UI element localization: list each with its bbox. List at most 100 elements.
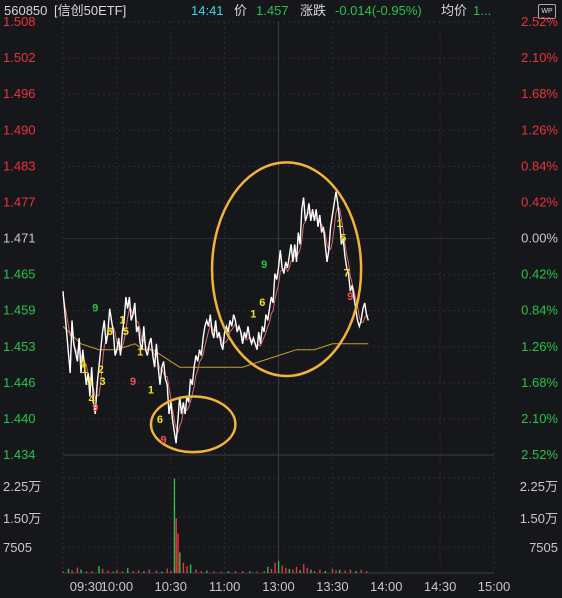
volume-bar	[80, 569, 82, 573]
annotation-circle-low	[149, 395, 237, 454]
price-tick-label: 1.434	[3, 447, 36, 462]
sequence-mark: 1	[81, 364, 87, 376]
sequence-mark: 3	[99, 376, 105, 388]
sequence-mark: 4	[80, 358, 87, 370]
avg-price-value: 1...	[473, 3, 492, 18]
volume-bar	[76, 567, 79, 573]
volume-bar	[313, 570, 316, 573]
sequence-mark: 9	[261, 259, 267, 271]
price-tick-label: 1.502	[3, 50, 36, 65]
volume-bar	[112, 571, 115, 573]
security-name: [信创50ETF]	[54, 3, 127, 18]
time-tick-label: 10:30	[154, 579, 187, 594]
volume-bar	[299, 570, 301, 573]
volume-tick-label: 1.50万	[3, 511, 41, 526]
volume-bar	[155, 570, 158, 573]
pct-tick-label: 1.26%	[521, 339, 558, 354]
volume-bar	[324, 570, 326, 573]
pct-tick-label: 0.42%	[521, 267, 558, 282]
price-label: 价	[234, 3, 248, 18]
volume-bar	[116, 569, 118, 573]
price-tick-label: 1.477	[3, 194, 36, 209]
volume-bar	[206, 570, 208, 573]
sequence-mark: 1	[336, 218, 342, 230]
volume-bar	[148, 569, 150, 573]
volume-bar	[137, 570, 140, 573]
price-tick-label: 1.465	[3, 267, 36, 282]
volume-bar	[107, 570, 109, 573]
price-tick-label: 1.471	[3, 231, 36, 246]
volume-bar	[121, 571, 124, 573]
volume-bar	[161, 571, 163, 573]
pct-tick-label: 0.84%	[521, 158, 558, 173]
volume-bar	[98, 566, 100, 573]
price-tick-label: 1.453	[3, 339, 36, 354]
volume-bar	[67, 568, 70, 573]
sequence-mark: 1	[87, 376, 93, 388]
volume-bar	[182, 562, 185, 573]
pct-tick-label: 2.10%	[521, 50, 558, 65]
volume-bar	[234, 570, 237, 573]
pct-tick-label: 1.68%	[521, 375, 558, 390]
volume-bar	[170, 570, 172, 573]
volume-bar	[62, 571, 64, 573]
volume-bar	[227, 571, 230, 573]
pct-tick-label: 0.00%	[521, 231, 558, 246]
volume-bar	[365, 570, 368, 573]
sequence-mark: 9	[161, 434, 167, 446]
sequence-mark: 5	[340, 232, 346, 244]
volume-bar	[132, 570, 134, 573]
price-tick-label: 1.446	[3, 375, 36, 390]
quote-header: 560850 [信创50ETF] 14:41 价 1.457 涨跌 -0.014…	[0, 0, 562, 22]
volume-bar	[186, 566, 188, 573]
volume-bar	[175, 518, 177, 573]
sequence-mark: 1	[119, 314, 125, 326]
wp-badge-icon[interactable]: WP	[538, 4, 556, 19]
volume-bar	[360, 569, 362, 573]
sequence-mark: 1	[148, 385, 154, 397]
chart-grid	[62, 21, 495, 574]
volume-bar	[277, 560, 280, 573]
volume-bars	[62, 478, 368, 573]
sequence-mark: 9	[92, 402, 98, 414]
volume-bar	[71, 570, 73, 573]
volume-bar	[195, 569, 197, 573]
volume-bar	[249, 571, 251, 573]
volume-bar	[256, 571, 258, 573]
time-tick-label: 13:30	[316, 579, 349, 594]
volume-bar	[338, 569, 341, 573]
volume-bar	[220, 571, 222, 573]
sequence-mark: 6	[157, 414, 163, 426]
volume-bar	[310, 569, 312, 573]
volume-bar	[295, 566, 298, 573]
pct-tick-label: 2.52%	[521, 14, 558, 29]
sequence-mark: 9	[130, 376, 136, 388]
pct-tick-label: 2.10%	[521, 411, 558, 426]
quote-time: 14:41	[191, 3, 224, 18]
sequence-mark: 6	[107, 326, 113, 338]
price-tick-label: 1.490	[3, 122, 36, 137]
annotation-circles	[149, 161, 363, 454]
sequence-mark: 1	[250, 308, 256, 320]
volume-bar	[355, 570, 357, 573]
price-line	[62, 191, 369, 444]
volume-bar	[166, 568, 168, 573]
price-tick-label: 1.483	[3, 158, 36, 173]
time-tick-label: 10:00	[101, 579, 134, 594]
avg-price-line	[62, 325, 369, 368]
pct-tick-label: 1.26%	[521, 122, 558, 137]
price-tick-label: 1.440	[3, 411, 36, 426]
volume-bar	[263, 570, 265, 573]
volume-bar	[303, 564, 305, 573]
sequence-mark: 5	[123, 326, 129, 338]
volume-bar	[319, 569, 321, 573]
volume-bar	[331, 568, 334, 573]
change-label: 涨跌	[300, 3, 327, 18]
sequence-mark: 2	[98, 364, 104, 376]
price-tick-label: 1.508	[3, 14, 36, 29]
volume-bar	[179, 552, 181, 573]
price-lines	[62, 191, 369, 444]
price-tick-label: 1.459	[3, 303, 36, 318]
